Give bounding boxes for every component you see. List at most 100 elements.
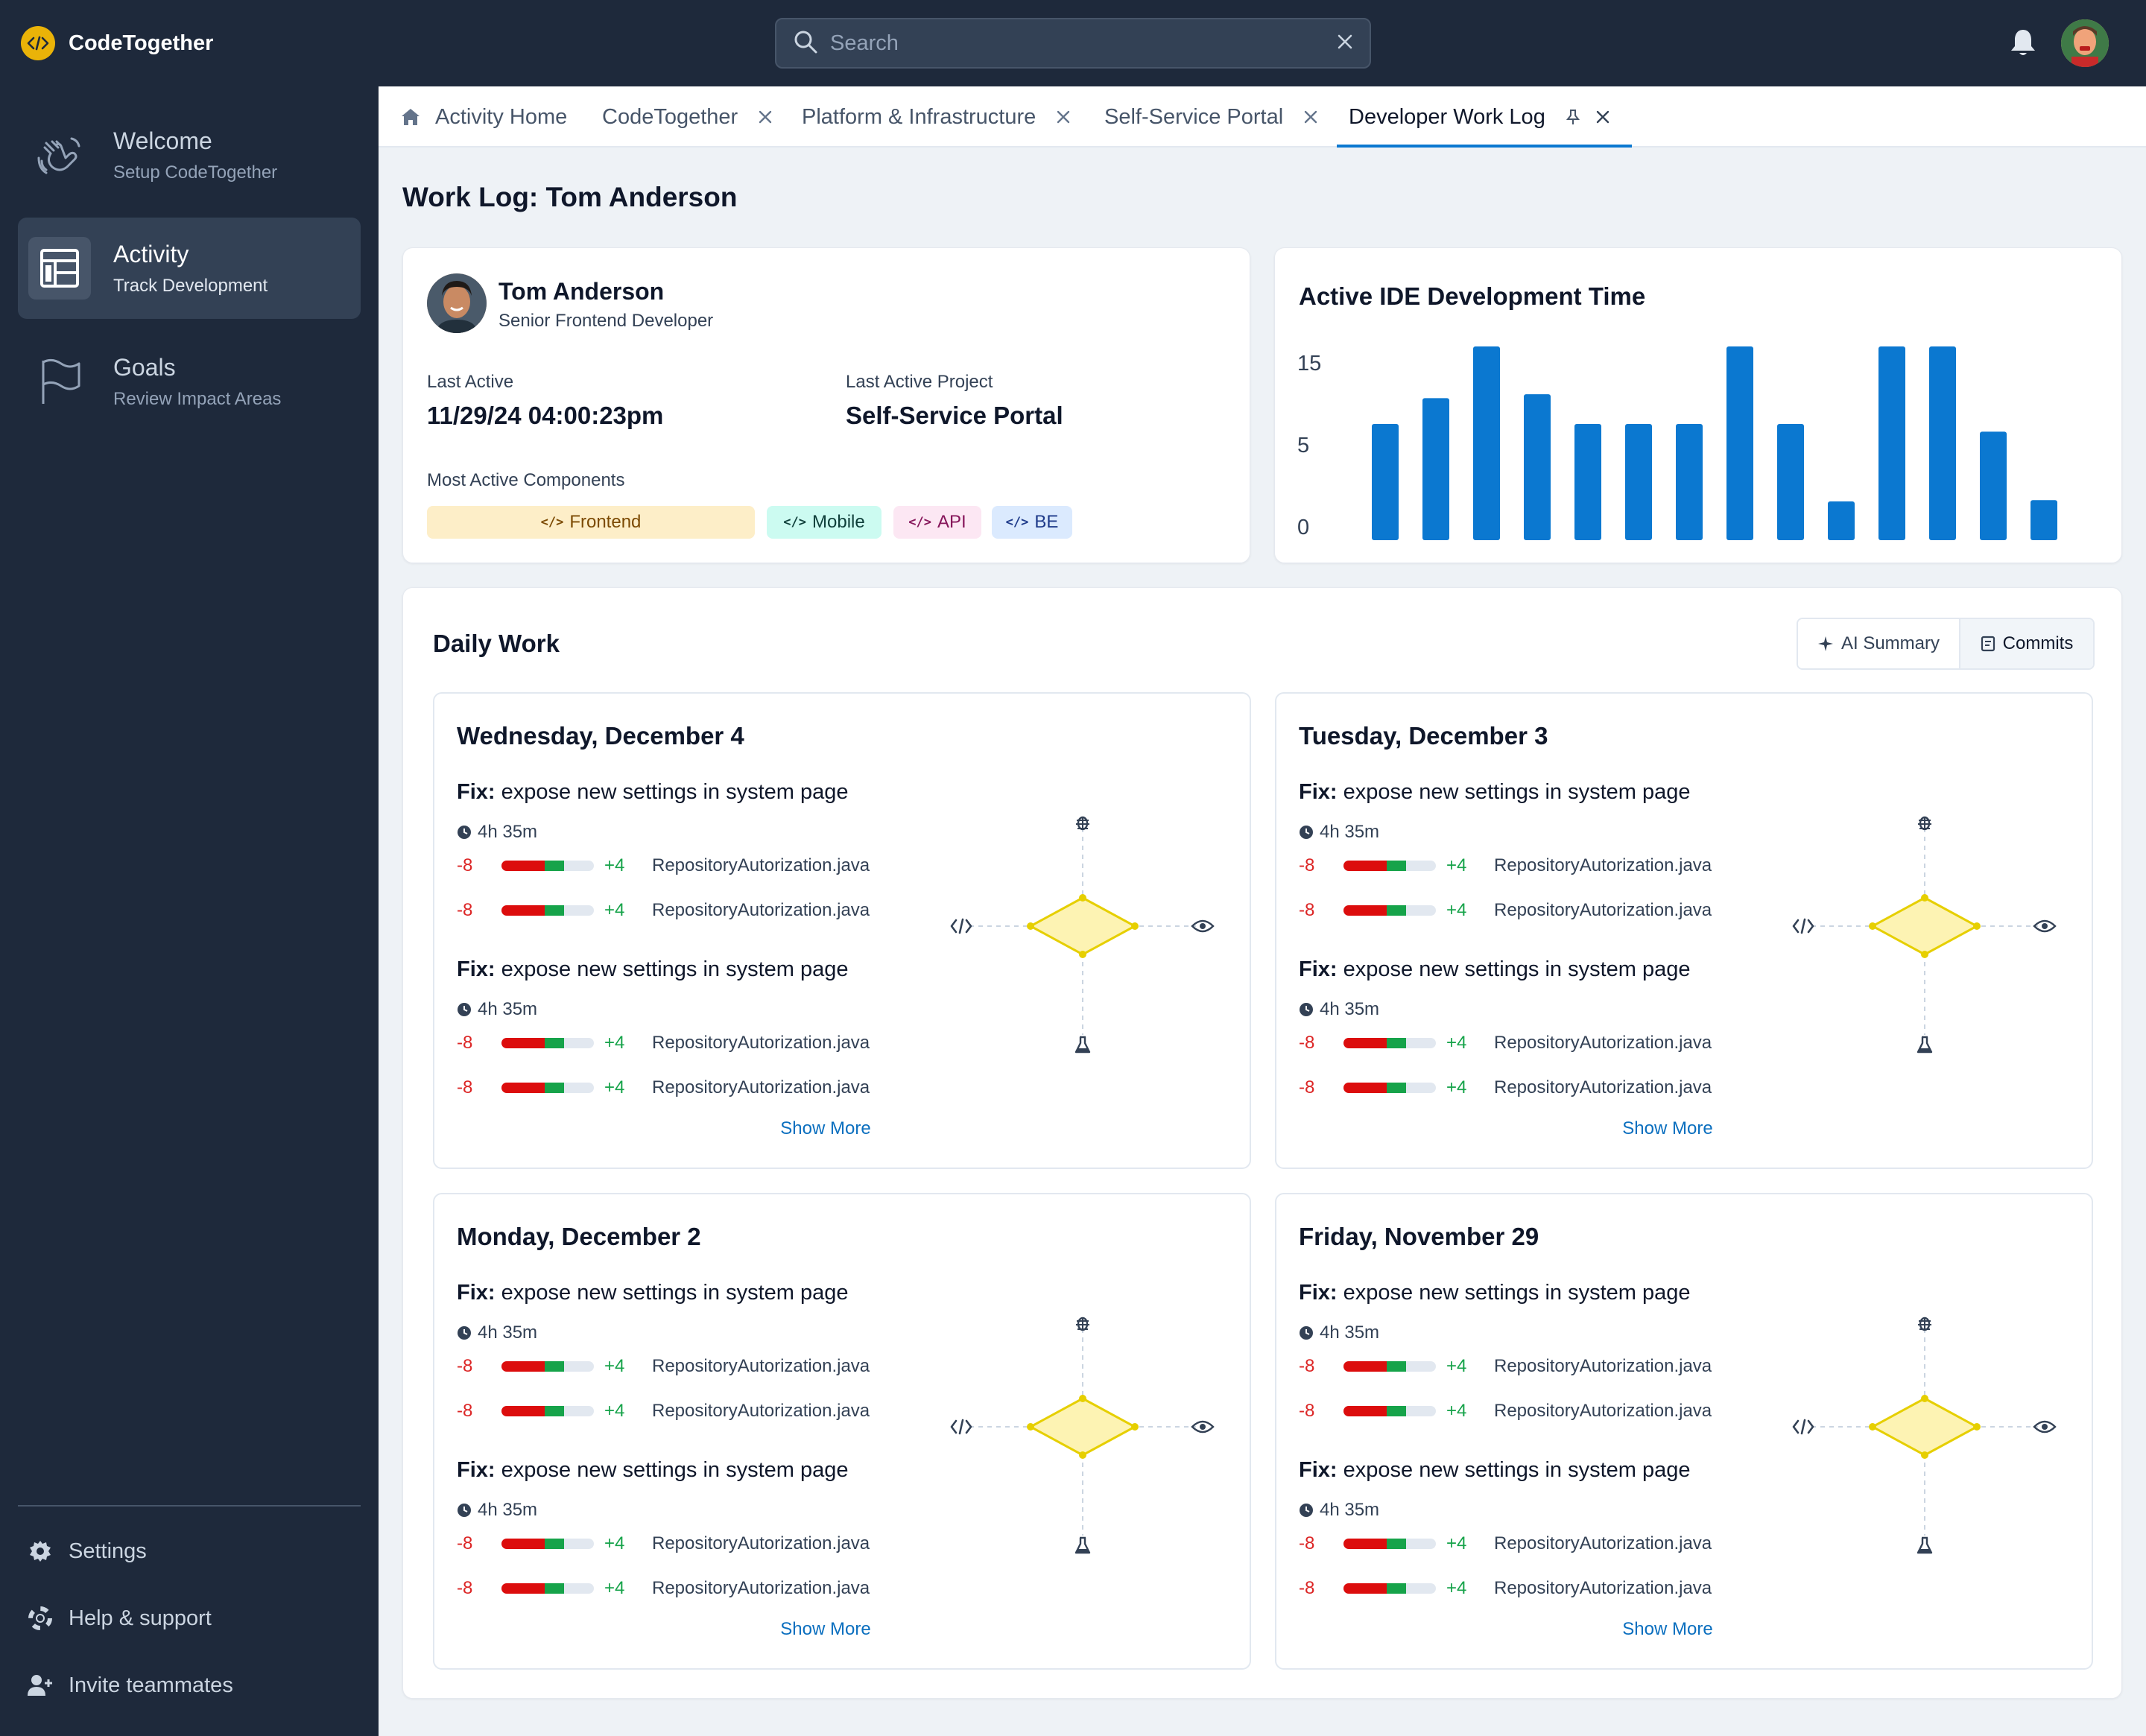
duration-value: 4h 35m [1320, 1500, 1380, 1520]
chart-bar[interactable] [1574, 424, 1601, 540]
commit-title[interactable]: Fix: expose new settings in system page [1299, 957, 1691, 982]
commit-title[interactable]: Fix: expose new settings in system page [1299, 1458, 1691, 1483]
close-tab-icon[interactable] [756, 107, 775, 127]
commit-title[interactable]: Fix: expose new settings in system page [457, 780, 849, 805]
show-more-link[interactable]: Show More [780, 1619, 871, 1639]
lines-removed: -8 [457, 1401, 473, 1421]
sidebar-item-goals[interactable]: Goals Review Impact Areas [18, 331, 361, 432]
file-change-row[interactable]: -8 +4 RepositoryAutorization.java [1299, 1400, 1712, 1422]
commit-message: expose new settings in system page [495, 1458, 849, 1482]
commit-title[interactable]: Fix: expose new settings in system page [1299, 1281, 1691, 1305]
file-name: RepositoryAutorization.java [1494, 855, 1712, 875]
file-change-row[interactable]: -8 +4 RepositoryAutorization.java [1299, 1577, 1712, 1600]
commit-title[interactable]: Fix: expose new settings in system page [457, 1458, 849, 1483]
developer-profile-card: Tom Anderson Senior Frontend Developer L… [402, 247, 1250, 563]
chart-bar[interactable] [1676, 424, 1703, 540]
file-name: RepositoryAutorization.java [652, 1077, 870, 1097]
radar-container [949, 1314, 1217, 1563]
ai-summary-button[interactable]: AI Summary [1798, 619, 1960, 668]
file-change-row[interactable]: -8 +4 RepositoryAutorization.java [457, 1400, 870, 1422]
y-tick-label: 5 [1297, 434, 1309, 457]
file-change-row[interactable]: -8 +4 RepositoryAutorization.java [1299, 1077, 1712, 1099]
file-change-row[interactable]: -8 +4 RepositoryAutorization.java [457, 1355, 870, 1378]
file-name: RepositoryAutorization.java [1494, 1533, 1712, 1553]
sidebar-item-subtitle: Track Development [113, 275, 268, 296]
tab-bar: Activity Home CodeTogether Platform & In… [379, 86, 2146, 148]
user-avatar[interactable] [2061, 19, 2109, 67]
commit-message: expose new settings in system page [1337, 780, 1691, 804]
chart-bar[interactable] [1980, 431, 2007, 540]
chart-bar[interactable] [1372, 424, 1399, 540]
chart-bar[interactable] [1473, 346, 1500, 540]
chart-bar[interactable] [1878, 346, 1905, 540]
component-chip-frontend[interactable]: </> Frontend [427, 506, 755, 539]
tab-label: Developer Work Log [1349, 104, 1545, 129]
close-tab-icon[interactable] [1301, 107, 1320, 127]
close-tab-icon[interactable] [1054, 107, 1073, 127]
component-chip-api[interactable]: </> API [893, 506, 981, 539]
tab-platform-infrastructure[interactable]: Platform & Infrastructure [802, 86, 1073, 148]
last-active-value: 11/29/24 04:00:23pm [427, 402, 664, 429]
component-chip-mobile[interactable]: </> Mobile [767, 506, 881, 539]
chart-bar[interactable] [1524, 394, 1551, 540]
view-toggle: AI Summary Commits [1797, 618, 2095, 670]
file-change-row[interactable]: -8 +4 RepositoryAutorization.java [457, 1032, 870, 1054]
sidebar-item-welcome[interactable]: Welcome Setup CodeTogether [18, 104, 361, 206]
chart-bar[interactable] [1625, 424, 1652, 540]
clear-search-icon[interactable] [1337, 34, 1353, 54]
lines-added: +4 [604, 1401, 625, 1421]
show-more-link[interactable]: Show More [1622, 1118, 1713, 1138]
show-more-link[interactable]: Show More [1622, 1619, 1713, 1639]
chart-bar[interactable] [1777, 424, 1804, 540]
chart-bar[interactable] [1726, 346, 1753, 540]
show-more-link[interactable]: Show More [780, 1118, 871, 1138]
sidebar-invite[interactable]: Invite teammates [27, 1667, 233, 1703]
active-tab-indicator [1337, 145, 1632, 148]
notifications-bell-icon[interactable] [2006, 25, 2040, 60]
file-change-row[interactable]: -8 +4 RepositoryAutorization.java [457, 1077, 870, 1099]
file-change-row[interactable]: -8 +4 RepositoryAutorization.java [1299, 1355, 1712, 1378]
tab-developer-work-log[interactable]: Developer Work Log [1349, 86, 1612, 148]
commits-button[interactable]: Commits [1960, 619, 2093, 668]
chart-bar[interactable] [2031, 500, 2057, 540]
sidebar-item-title: Welcome [113, 127, 212, 154]
commit-title[interactable]: Fix: expose new settings in system page [1299, 780, 1691, 805]
file-change-row[interactable]: -8 +4 RepositoryAutorization.java [1299, 1032, 1712, 1054]
search-input[interactable] [830, 31, 1337, 56]
sidebar-item-activity[interactable]: Activity Track Development [18, 218, 361, 319]
ide-time-chart-card: Active IDE Development Time 0 5 15 [1274, 247, 2122, 563]
component-chip-be[interactable]: </> BE [992, 506, 1072, 539]
lines-added: +4 [604, 900, 625, 920]
diff-bar [1343, 1083, 1436, 1093]
bug-icon [1918, 816, 1931, 831]
file-change-row[interactable]: -8 +4 RepositoryAutorization.java [457, 1533, 870, 1555]
invite-label: Invite teammates [69, 1673, 233, 1697]
sidebar-settings[interactable]: Settings [27, 1533, 147, 1569]
chart-bar[interactable] [1828, 501, 1855, 540]
commit-title[interactable]: Fix: expose new settings in system page [457, 957, 849, 982]
tab-codetogether[interactable]: CodeTogether [602, 86, 775, 148]
pin-icon[interactable] [1563, 107, 1583, 127]
commit-title[interactable]: Fix: expose new settings in system page [457, 1281, 849, 1305]
file-change-row[interactable]: -8 +4 RepositoryAutorization.java [1299, 855, 1712, 877]
file-name: RepositoryAutorization.java [652, 1401, 870, 1421]
commit-message: expose new settings in system page [1337, 1458, 1691, 1482]
sidebar-help[interactable]: Help & support [27, 1600, 212, 1636]
tab-self-service-portal[interactable]: Self-Service Portal [1104, 86, 1320, 148]
chart-bar[interactable] [1422, 398, 1449, 540]
sidebar: Welcome Setup CodeTogether Activity Trac… [0, 86, 379, 1736]
chart-bar[interactable] [1929, 346, 1956, 540]
brand[interactable]: CodeTogether [21, 25, 213, 61]
search-box[interactable] [775, 18, 1371, 69]
file-change-row[interactable]: -8 +4 RepositoryAutorization.java [457, 855, 870, 877]
code-icon: </> [540, 515, 564, 530]
add-user-icon [27, 1672, 54, 1699]
close-tab-icon[interactable] [1593, 107, 1612, 127]
file-change-row[interactable]: -8 +4 RepositoryAutorization.java [457, 1577, 870, 1600]
bug-icon [1076, 1317, 1089, 1331]
tab-activity-home[interactable]: Activity Home [401, 86, 567, 148]
file-change-row[interactable]: -8 +4 RepositoryAutorization.java [1299, 899, 1712, 922]
file-change-row[interactable]: -8 +4 RepositoryAutorization.java [1299, 1533, 1712, 1555]
lines-added: +4 [1446, 1401, 1467, 1421]
file-change-row[interactable]: -8 +4 RepositoryAutorization.java [457, 899, 870, 922]
